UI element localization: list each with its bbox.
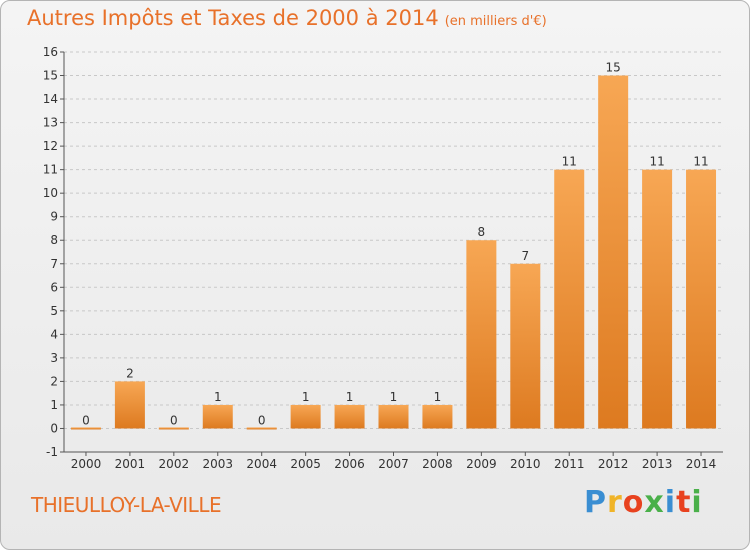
logo-letter: x (644, 485, 665, 520)
y-tick-label: 12 (43, 139, 58, 153)
data-label: 0 (258, 413, 266, 427)
bar (686, 169, 717, 429)
x-tick-label: 2011 (554, 457, 585, 471)
x-tick-label: 2014 (686, 457, 717, 471)
data-label: 15 (606, 61, 621, 75)
data-label: 1 (214, 390, 222, 404)
x-tick-label: 2010 (510, 457, 541, 471)
data-label: 1 (390, 390, 398, 404)
x-tick-label: 2005 (290, 457, 321, 471)
logo-letter: i (664, 485, 677, 520)
x-tick-label: 2003 (202, 457, 233, 471)
bar (202, 404, 233, 429)
proxiti-logo: Proxiti (584, 485, 703, 520)
chart-title: Autres Impôts et Taxes de 2000 à 2014 (en… (27, 6, 547, 30)
y-tick-label: 16 (43, 45, 58, 59)
bar (642, 169, 673, 429)
chart-subtitle: (en milliers d'€) (444, 14, 547, 29)
x-tick-label: 2009 (466, 457, 497, 471)
data-label: 0 (170, 413, 178, 427)
y-tick-label: 4 (50, 327, 58, 341)
y-tick-label: 11 (43, 163, 58, 177)
bar (70, 427, 101, 430)
x-tick-label: 2008 (422, 457, 453, 471)
bars (70, 75, 717, 430)
y-tick-label: 8 (50, 233, 58, 247)
bar (158, 427, 189, 430)
bar (290, 404, 321, 429)
y-tick-label: 1 (50, 398, 58, 412)
y-tick-label: 6 (50, 280, 58, 294)
bar (334, 404, 365, 429)
y-tick-label: 9 (50, 210, 58, 224)
y-tick-label: 2 (50, 374, 58, 388)
y-tick-label: 3 (50, 351, 58, 365)
x-tick-label: 2000 (71, 457, 102, 471)
logo-letter: P (584, 485, 607, 520)
data-label: 11 (693, 155, 708, 169)
x-tick-label: 2013 (642, 457, 673, 471)
data-label: 1 (302, 390, 310, 404)
y-tick-label: -1 (46, 445, 58, 459)
chart-title-text: Autres Impôts et Taxes de 2000 à 2014 (27, 6, 439, 30)
bar (422, 404, 453, 429)
x-tick-label: 2007 (378, 457, 409, 471)
logo-letter: i (691, 485, 703, 520)
bar (598, 75, 629, 429)
x-tick-label: 2002 (159, 457, 190, 471)
y-tick-label: 13 (43, 116, 58, 130)
y-tick-label: 0 (50, 421, 58, 435)
x-tick-label: 2006 (334, 457, 365, 471)
bar (554, 169, 585, 429)
x-tick-label: 2001 (115, 457, 146, 471)
data-label: 11 (649, 155, 664, 169)
data-label: 11 (562, 155, 577, 169)
data-label: 1 (346, 390, 354, 404)
data-label: 8 (478, 225, 486, 239)
logo-letter: t (676, 485, 692, 520)
bar (114, 381, 145, 429)
bar (466, 240, 497, 429)
bar (378, 404, 409, 429)
x-tick-label: 2004 (246, 457, 277, 471)
data-label: 7 (521, 249, 529, 263)
data-label: 2 (126, 366, 134, 380)
y-tick-label: 10 (43, 186, 58, 200)
logo-letter: r (607, 485, 623, 520)
commune-name: THIEULLOY-LA-VILLE (31, 493, 222, 517)
y-tick-label: 5 (50, 304, 58, 318)
data-label: 0 (82, 413, 90, 427)
bar (246, 427, 277, 430)
bar (510, 263, 541, 429)
x-tick-label: 2012 (598, 457, 629, 471)
y-tick-label: 15 (43, 69, 58, 83)
logo-letter: o (622, 485, 645, 520)
data-label: 1 (434, 390, 442, 404)
y-tick-label: 7 (50, 257, 58, 271)
y-tick-label: 14 (43, 92, 58, 106)
